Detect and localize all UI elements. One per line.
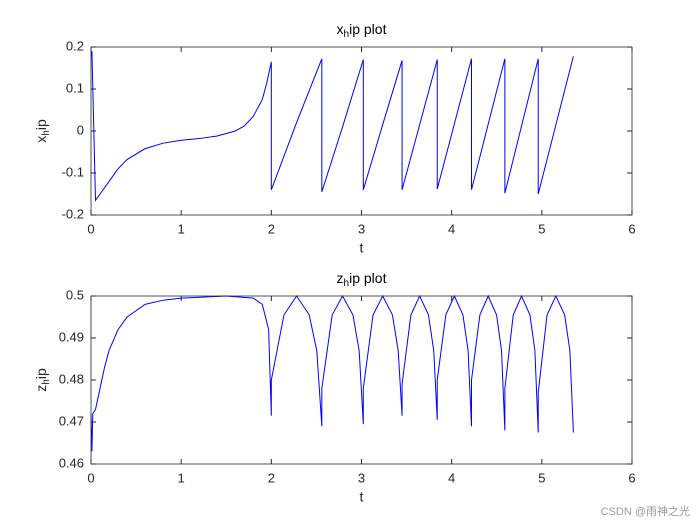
x-tick-label: 5 <box>538 221 545 236</box>
x-tick-label: 4 <box>448 470 455 485</box>
data-line <box>90 51 574 202</box>
y-axis-label: zhip <box>33 368 52 392</box>
y-tick-label: 0.48 <box>59 371 84 386</box>
x-axis-label: t <box>360 240 364 256</box>
x-tick-label: 1 <box>178 221 185 236</box>
y-tick-label: -0.1 <box>62 164 84 179</box>
x-tick-label: 6 <box>628 221 635 236</box>
y-tick-label: 0.49 <box>59 329 84 344</box>
y-tick-label: 0.47 <box>59 413 84 428</box>
x-tick-label: 0 <box>87 470 94 485</box>
y-tick-label: 0.2 <box>66 38 84 53</box>
y-axis-label: xhip <box>33 119 52 143</box>
x-axis-label: t <box>360 489 364 505</box>
data-line <box>90 294 574 452</box>
y-tick-label: 0.1 <box>66 80 84 95</box>
axes-box <box>90 46 633 216</box>
x-tick-label: 5 <box>538 470 545 485</box>
axes-box <box>90 295 633 465</box>
x-tick-label: 2 <box>268 221 275 236</box>
axes-title: xhip plot <box>337 21 387 40</box>
x-tick-label: 3 <box>358 470 365 485</box>
y-tick-label: 0.5 <box>66 287 84 302</box>
x-tick-label: 3 <box>358 221 365 236</box>
y-tick-label: -0.2 <box>62 206 84 221</box>
axes-background <box>91 47 632 215</box>
watermark: CSDN @雨神之光 <box>601 504 690 518</box>
x-tick-label: 0 <box>87 221 94 236</box>
x-tick-label: 2 <box>268 470 275 485</box>
y-tick-label: 0.46 <box>59 455 84 470</box>
x-tick-label: 1 <box>178 470 185 485</box>
x-tick-label: 6 <box>628 470 635 485</box>
x-tick-label: 4 <box>448 221 455 236</box>
axes-background <box>91 296 632 464</box>
y-tick-label: 0 <box>77 122 84 137</box>
axes-title: zhip plot <box>337 270 387 289</box>
